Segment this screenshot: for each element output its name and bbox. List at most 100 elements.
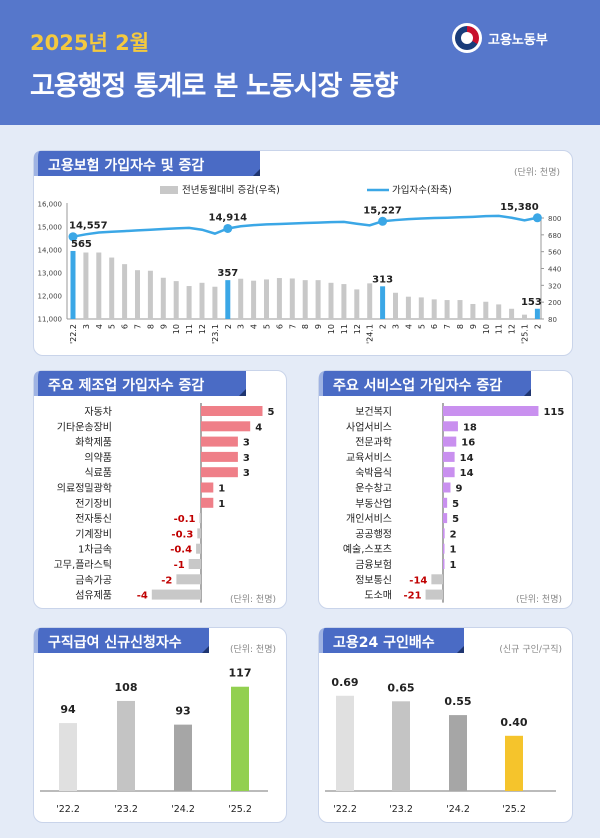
x-axis-tick: 12 bbox=[198, 324, 207, 334]
manufacturing-value-label: 3 bbox=[243, 468, 250, 479]
bar-yoy-change bbox=[225, 280, 231, 319]
right-axis-tick: 80 bbox=[548, 316, 557, 324]
page-title: 고용행정 통계로 본 노동시장 동향 bbox=[30, 71, 398, 102]
bar-yoy-change bbox=[264, 279, 269, 319]
claims-value-label: 108 bbox=[115, 681, 138, 694]
x-axis-tick: 7 bbox=[288, 324, 297, 329]
services-value-label: 115 bbox=[543, 407, 564, 418]
services-bar bbox=[443, 421, 458, 432]
services-category-label: 보건복지 bbox=[355, 406, 392, 418]
x-axis-tick: 12 bbox=[508, 324, 517, 334]
services-bar bbox=[443, 406, 539, 416]
manufacturing-value-label: 4 bbox=[255, 422, 262, 433]
right-axis-tick: 440 bbox=[548, 266, 561, 274]
claims-x-label: '24.2 bbox=[171, 804, 195, 815]
x-axis-tick: 4 bbox=[95, 324, 104, 329]
panel-title: 구직급여 신규신청자수 bbox=[34, 628, 209, 653]
services-category-label: 전문과학 bbox=[355, 437, 392, 449]
right-axis-tick: 680 bbox=[548, 232, 561, 240]
bar-yoy-change bbox=[83, 252, 89, 319]
services-value-label: -14 bbox=[409, 575, 427, 586]
line-data-label: 14,557 bbox=[69, 221, 108, 232]
left-axis-tick: 13,000 bbox=[38, 270, 63, 278]
x-axis-tick: 3 bbox=[237, 324, 246, 329]
manufacturing-bar bbox=[196, 543, 201, 554]
services-category-label: 개인서비스 bbox=[346, 513, 392, 525]
x-axis-tick: 6 bbox=[275, 324, 284, 329]
manufacturing-bar bbox=[201, 406, 263, 416]
claims-x-label: '23.2 bbox=[114, 804, 138, 815]
services-value-label: 5 bbox=[452, 499, 459, 510]
legend-line-label: 가입자수(좌축) bbox=[392, 184, 452, 196]
services-bar bbox=[431, 574, 443, 585]
bar-yoy-change bbox=[431, 299, 437, 319]
government-emblem-icon bbox=[452, 23, 482, 53]
panel-title: 주요 서비스업 가입자수 증감 bbox=[319, 371, 531, 396]
bar-yoy-change bbox=[135, 270, 140, 319]
services-value-label: 18 bbox=[463, 422, 477, 433]
bar-yoy-change bbox=[199, 282, 205, 319]
services-bar bbox=[443, 482, 451, 493]
manufacturing-value-label: -0.3 bbox=[171, 529, 193, 540]
x-axis-tick: 4 bbox=[250, 324, 259, 329]
manufacturing-value-label: 1 bbox=[218, 499, 225, 510]
bar-data-label: 357 bbox=[217, 268, 238, 279]
manufacturing-value-label: 1 bbox=[218, 484, 225, 495]
bar-yoy-change bbox=[96, 252, 102, 319]
bar-yoy-change bbox=[186, 286, 192, 319]
claims-bar bbox=[231, 686, 249, 791]
line-data-label: 15,227 bbox=[363, 205, 402, 216]
x-axis-tick: '23.1 bbox=[211, 324, 220, 344]
jobs-ratio-bar bbox=[505, 735, 523, 791]
manufacturing-value-label: -1 bbox=[174, 560, 185, 571]
right-axis-tick: 320 bbox=[548, 282, 561, 290]
bar-yoy-change bbox=[173, 281, 179, 319]
x-axis-tick: 9 bbox=[469, 324, 478, 329]
x-axis-tick: 6 bbox=[121, 324, 130, 329]
x-axis-tick: 8 bbox=[301, 324, 310, 329]
services-value-label: 9 bbox=[455, 484, 462, 495]
x-axis-tick: 8 bbox=[456, 324, 465, 329]
bar-data-label: 565 bbox=[71, 239, 92, 250]
line-point-highlight bbox=[223, 223, 233, 233]
services-value-label: -21 bbox=[403, 591, 421, 602]
unit-label: (신규 구인/구직) bbox=[499, 645, 562, 655]
bar-yoy-change bbox=[522, 314, 527, 319]
jobs-ratio-x-label: '22.2 bbox=[333, 804, 357, 815]
left-axis-tick: 16,000 bbox=[38, 201, 63, 209]
line-data-label: 14,914 bbox=[209, 212, 248, 223]
services-category-label: 공공행정 bbox=[355, 528, 392, 540]
bar-yoy-change bbox=[393, 292, 398, 319]
panel-title: 주요 제조업 가입자수 증감 bbox=[34, 371, 246, 396]
line-point-highlight bbox=[532, 213, 542, 223]
manufacturing-category-label: 화학제품 bbox=[75, 437, 112, 449]
manufacturing-bar bbox=[201, 467, 238, 478]
x-axis-tick: 7 bbox=[443, 324, 452, 329]
manufacturing-category-label: 1차금속 bbox=[78, 544, 112, 556]
claims-x-label: '25.2 bbox=[228, 804, 252, 815]
manufacturing-value-label: -0.4 bbox=[170, 545, 192, 556]
jobs-ratio-bar bbox=[392, 701, 410, 791]
bar-yoy-change bbox=[380, 286, 386, 319]
report-month: 2025년 2월 bbox=[30, 31, 150, 55]
x-axis-tick: 9 bbox=[159, 324, 168, 329]
bar-yoy-change bbox=[534, 308, 540, 319]
manufacturing-category-label: 섬유제품 bbox=[75, 590, 112, 602]
services-bar bbox=[443, 543, 445, 554]
bar-yoy-change bbox=[251, 280, 257, 319]
services-category-label: 금융보험 bbox=[355, 559, 392, 571]
services-value-label: 5 bbox=[452, 514, 459, 525]
jobs-ratio-value-label: 0.40 bbox=[500, 716, 527, 729]
manufacturing-bar bbox=[199, 513, 201, 524]
unit-label: (단위: 천명) bbox=[513, 168, 560, 178]
x-axis-tick: 2 bbox=[224, 324, 233, 329]
claims-x-label: '22.2 bbox=[56, 804, 80, 815]
x-axis-tick: 5 bbox=[108, 324, 117, 329]
manufacturing-category-label: 식료품 bbox=[84, 467, 112, 479]
services-bar bbox=[443, 497, 448, 508]
services-category-label: 숙박음식 bbox=[355, 467, 392, 479]
services-bar bbox=[443, 513, 448, 524]
manufacturing-value-label: -2 bbox=[161, 575, 172, 586]
services-bar bbox=[443, 451, 455, 462]
